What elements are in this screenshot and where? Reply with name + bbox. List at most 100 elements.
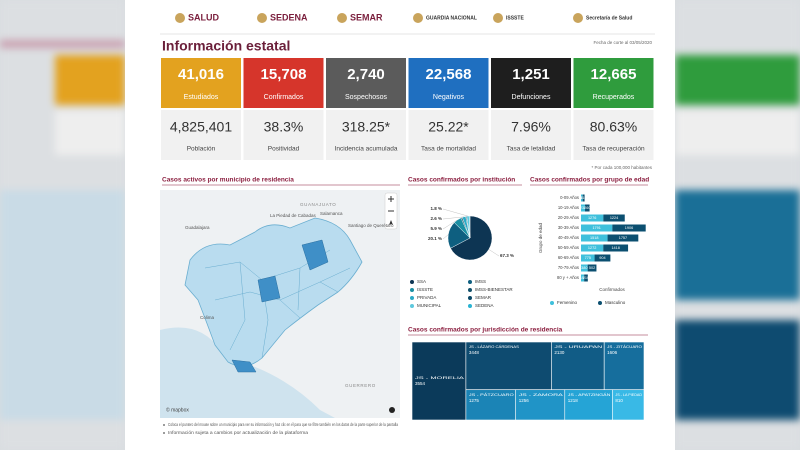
indicator-label: Positividad xyxy=(268,146,300,153)
bar-segment xyxy=(603,214,625,222)
bar-value-label: 502 xyxy=(589,266,595,270)
map-place: GUERRERO xyxy=(345,383,376,388)
pie-leader xyxy=(442,234,449,240)
bar-segment xyxy=(594,254,611,262)
bar-value-label: 110 xyxy=(581,196,587,200)
stat-label: Estudiados xyxy=(184,94,219,101)
stat-card xyxy=(573,58,654,108)
map-attribution: © mapbox xyxy=(166,406,189,413)
indicator-card xyxy=(573,110,654,160)
pie-leader xyxy=(442,216,465,220)
zoom-in[interactable] xyxy=(388,196,394,202)
indicator-card xyxy=(491,110,571,160)
logo-text: Secretaría de Salud xyxy=(586,15,632,21)
legend-label: Masculino xyxy=(605,300,626,305)
stat-card xyxy=(491,58,571,108)
treemap-label: JS - PÁTZCUARO xyxy=(469,392,514,397)
bar-segment xyxy=(587,264,597,272)
legend-swatch xyxy=(410,296,414,300)
stat-value: 2,740 xyxy=(347,66,385,83)
y-tick-label: 10-19 Años xyxy=(558,205,579,210)
stat-label: Sospechosos xyxy=(345,94,388,101)
legend-label: ISSSTE xyxy=(417,287,433,292)
y-tick-label: 80 y + Años xyxy=(557,275,579,280)
treemap-cell xyxy=(515,389,566,421)
logo-emblem xyxy=(337,13,347,23)
treemap-value: 2130 xyxy=(554,350,565,355)
bar-value-label: 95 xyxy=(580,196,584,200)
y-tick-label: 50-59 Años xyxy=(558,245,579,250)
y-tick-label: 20-29 Años xyxy=(558,215,579,220)
bar-value-label: 180 xyxy=(579,276,585,280)
y-tick-label: 70-79 Años xyxy=(558,265,579,270)
pie-slice xyxy=(468,215,471,239)
map-place: Colima xyxy=(200,315,215,320)
y-tick-label: 30-39 Años xyxy=(558,225,579,230)
bar-value-label: 1757 xyxy=(619,236,627,240)
stat-value: 15,708 xyxy=(261,66,307,83)
treemap-cell xyxy=(603,341,645,391)
stat-card xyxy=(408,58,489,108)
map-place: La Piedad de Cabadas xyxy=(270,213,317,218)
stat-label: Defunciones xyxy=(512,94,551,101)
legend-label: SEMAR xyxy=(475,295,492,300)
bar-segment xyxy=(581,224,613,232)
stat-card xyxy=(161,58,241,108)
bar-segment xyxy=(581,244,604,252)
municipality-highlight[interactable] xyxy=(231,359,257,373)
pie-value-label: 2.6 % xyxy=(430,216,442,221)
indicator-label: Población xyxy=(187,146,216,153)
indicator-label: Tasa de mortalidad xyxy=(421,146,476,153)
pie-leader xyxy=(488,249,500,257)
backdrop-block xyxy=(675,55,800,105)
bar-value-label: 1276 xyxy=(588,216,596,220)
backdrop-block xyxy=(55,55,125,105)
map-place: Santiago de Querétaro xyxy=(348,223,394,228)
bar-value-label: 1906 xyxy=(625,226,633,230)
indicator-card xyxy=(326,110,406,160)
treemap-value: 1218 xyxy=(568,398,579,403)
bar-value-label: 775 xyxy=(585,256,591,260)
stat-value: 12,665 xyxy=(591,66,637,83)
indicator-card xyxy=(243,110,324,160)
pie-value-label: 67.3 % xyxy=(500,253,514,258)
y-tick-label: 40-49 Años xyxy=(558,235,579,240)
treemap-cell xyxy=(411,341,467,421)
bar-segment xyxy=(581,234,608,242)
treemap-value: 810 xyxy=(615,398,623,403)
pie-leader xyxy=(442,208,468,217)
backdrop-block xyxy=(675,190,800,300)
logo-text: SEMAR xyxy=(350,12,383,22)
bar-segment xyxy=(584,274,588,282)
legend-swatch xyxy=(468,304,472,308)
bar-segment xyxy=(603,244,629,252)
indicator-value: 80.63% xyxy=(590,119,637,135)
stat-label: Negativos xyxy=(433,94,465,101)
map[interactable] xyxy=(160,190,400,418)
bar-value-label: 380 xyxy=(581,266,587,270)
treemap-label: JS - ZITÁCUARO xyxy=(607,344,642,349)
backdrop-block xyxy=(675,320,800,420)
municipality-highlight[interactable] xyxy=(257,275,281,303)
treemap-label: JS - ZAMORA xyxy=(519,392,564,397)
indicator-label: Incidencia acumulada xyxy=(335,146,398,153)
bullet xyxy=(163,424,165,426)
bar-value-label: 904 xyxy=(599,256,605,260)
indicator-card xyxy=(161,110,241,160)
bar-segment xyxy=(612,224,646,232)
section-title: Casos confirmados por jurisdicción de re… xyxy=(408,327,563,334)
x-axis-label: Confirmados xyxy=(599,287,625,292)
municipality-highlight[interactable] xyxy=(301,239,329,271)
compass[interactable] xyxy=(389,220,393,225)
treemap-label: JS - LÁZARO CÁRDENAS xyxy=(469,344,519,349)
bar-segment xyxy=(581,254,595,262)
treemap-label: JS - LA PIEDAD xyxy=(615,392,642,397)
bar-segment xyxy=(581,194,583,202)
treemap-value: 3554 xyxy=(415,381,426,386)
logo-text: SALUD xyxy=(188,12,219,22)
info-button[interactable] xyxy=(389,407,395,413)
logo-emblem xyxy=(413,13,423,23)
map-place: GUANAJUATO xyxy=(300,202,336,207)
map-place: Salamanca xyxy=(320,211,343,216)
